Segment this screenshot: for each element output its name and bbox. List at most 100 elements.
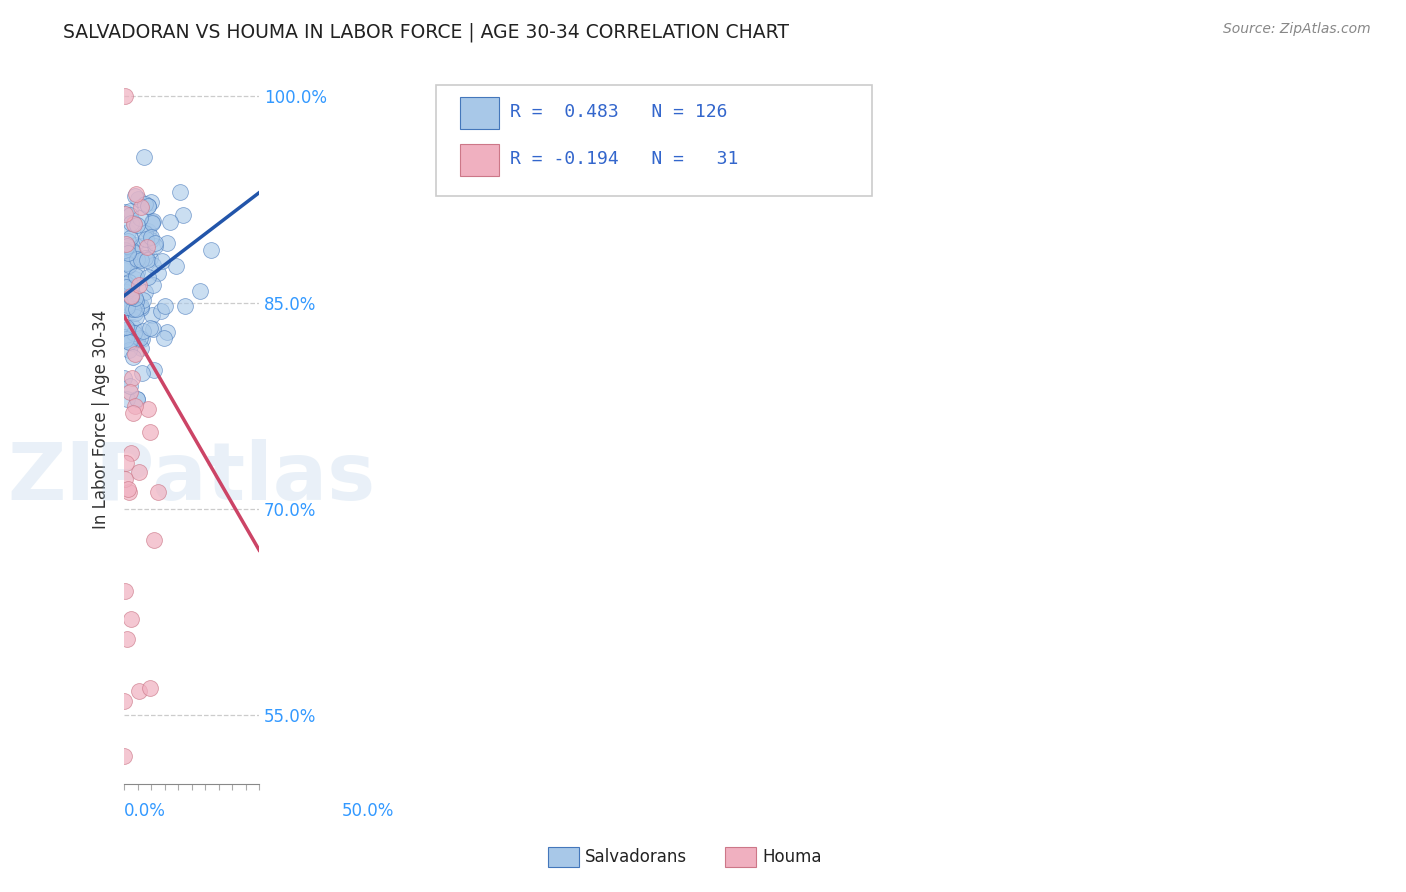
Point: [125, 310, 148, 324]
Point: [135, 247, 157, 261]
Point: [117, 225, 139, 239]
Point: [114, 277, 136, 291]
Point: [156, 325, 179, 339]
Point: [117, 322, 139, 336]
Point: [127, 218, 149, 232]
Point: [122, 217, 145, 231]
Text: ZIPatlas: ZIPatlas: [7, 439, 375, 516]
Point: [142, 322, 165, 336]
Point: [120, 290, 142, 304]
Point: [115, 256, 138, 270]
Point: [124, 237, 146, 252]
Point: [124, 346, 146, 360]
Point: [125, 269, 148, 284]
Point: [142, 258, 165, 272]
Point: [139, 194, 162, 209]
Point: [129, 200, 152, 214]
Point: [148, 485, 170, 500]
Point: [188, 285, 211, 299]
Point: [169, 186, 191, 200]
Point: [117, 301, 139, 316]
Point: [125, 392, 148, 406]
Point: [139, 229, 162, 244]
Point: [115, 279, 138, 293]
Point: [118, 203, 141, 218]
Point: [156, 235, 179, 250]
Point: [117, 334, 139, 349]
Point: [118, 276, 141, 290]
Point: [115, 237, 138, 252]
Point: [134, 285, 156, 299]
Point: [134, 226, 156, 240]
Text: Houma: Houma: [762, 848, 821, 866]
Point: [129, 300, 152, 314]
Point: [114, 472, 136, 486]
Point: [115, 300, 138, 314]
Point: [124, 189, 146, 203]
Point: [121, 406, 143, 420]
Point: [115, 280, 138, 294]
Point: [128, 278, 150, 293]
Point: [124, 399, 146, 413]
Point: [132, 150, 155, 164]
Text: Source: ZipAtlas.com: Source: ZipAtlas.com: [1223, 22, 1371, 37]
Point: [117, 632, 139, 646]
Point: [129, 301, 152, 316]
Point: [118, 208, 141, 222]
Point: [115, 332, 138, 346]
Point: [141, 215, 163, 229]
Point: [121, 371, 143, 385]
Point: [120, 612, 142, 626]
Point: [136, 402, 159, 417]
Point: [115, 298, 138, 312]
Point: [128, 211, 150, 225]
Point: [115, 239, 138, 253]
Point: [134, 252, 156, 266]
Point: [139, 681, 162, 695]
Point: [121, 288, 143, 302]
Point: [138, 269, 160, 284]
Point: [141, 233, 163, 247]
Point: [120, 216, 142, 230]
Text: Salvadorans: Salvadorans: [585, 848, 688, 866]
Point: [132, 325, 155, 339]
Point: [135, 232, 157, 246]
Point: [114, 244, 136, 259]
Point: [172, 208, 194, 222]
Point: [117, 482, 139, 496]
Point: [200, 243, 222, 257]
Point: [114, 243, 136, 257]
Text: R = -0.194   N =   31: R = -0.194 N = 31: [510, 150, 738, 168]
Point: [125, 301, 148, 315]
Point: [121, 320, 143, 334]
Point: [114, 749, 136, 764]
Point: [120, 289, 142, 303]
Point: [132, 293, 155, 308]
Point: [129, 253, 152, 268]
Point: [115, 392, 138, 406]
Point: [114, 296, 136, 310]
Point: [150, 304, 173, 318]
Point: [124, 272, 146, 286]
Point: [128, 465, 150, 479]
Point: [129, 341, 152, 355]
Point: [114, 262, 136, 277]
Point: [117, 335, 139, 350]
Point: [114, 319, 136, 334]
Point: [150, 254, 173, 268]
Point: [117, 334, 139, 348]
Point: [174, 299, 197, 313]
Point: [138, 320, 160, 334]
Point: [115, 285, 138, 300]
Point: [114, 584, 136, 599]
Point: [125, 293, 148, 308]
Y-axis label: In Labor Force | Age 30-34: In Labor Force | Age 30-34: [93, 310, 110, 529]
Point: [114, 694, 136, 708]
Point: [141, 308, 163, 322]
Point: [139, 425, 162, 439]
Point: [129, 238, 152, 252]
Point: [153, 299, 176, 313]
Point: [142, 533, 165, 547]
Point: [118, 379, 141, 393]
Point: [124, 326, 146, 341]
